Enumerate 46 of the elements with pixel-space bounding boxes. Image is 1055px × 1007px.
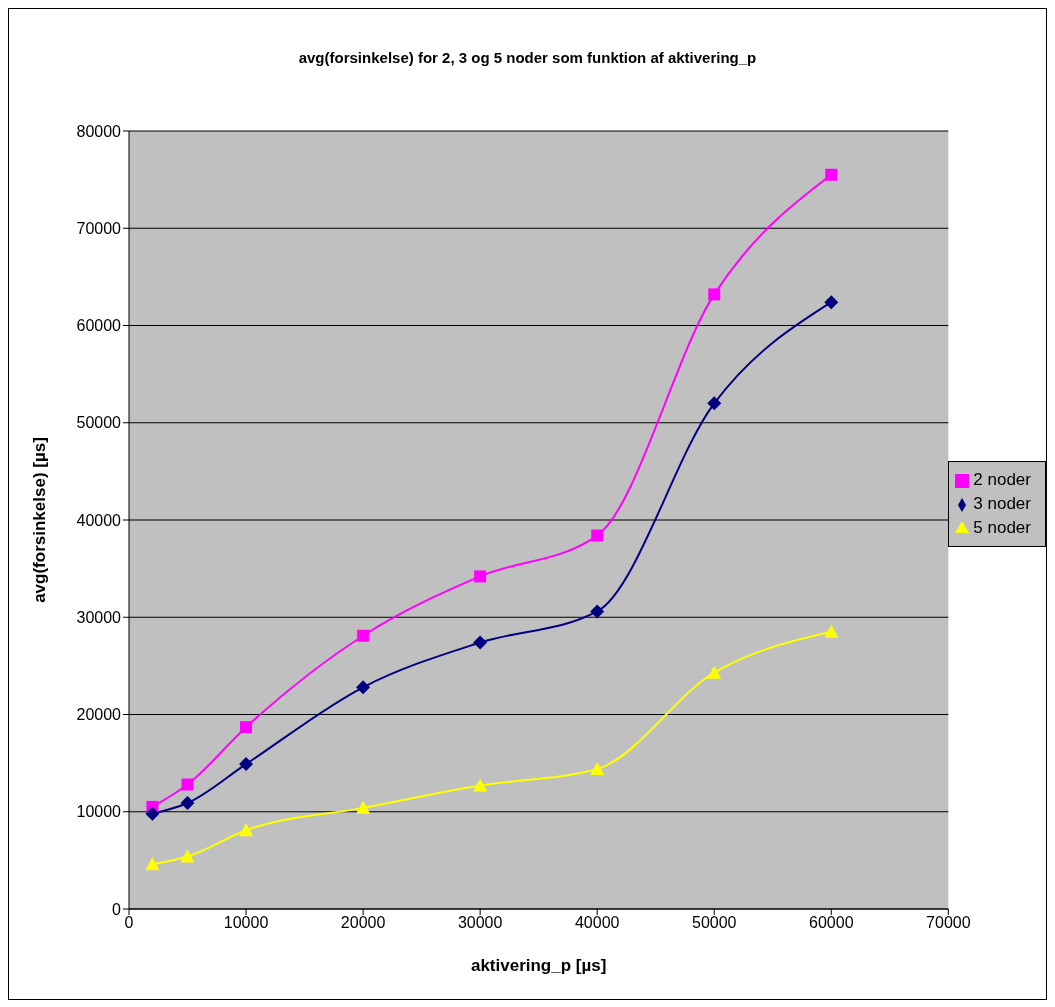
point	[707, 665, 722, 679]
chart-title: avg(forsinkelse) for 2, 3 og 5 noder som funktion af aktivering_p	[297, 49, 758, 66]
y-tick-label: 10000	[76, 803, 122, 821]
y-tick-label: 0	[112, 900, 122, 918]
point	[181, 778, 194, 791]
point	[707, 396, 722, 411]
point	[145, 806, 160, 821]
x-tick-label: 30000	[457, 914, 503, 932]
x-tick-label: 20000	[340, 914, 386, 932]
x-axis-title: aktivering_p [µs]	[470, 956, 607, 975]
x-tick-label: 10000	[223, 914, 269, 932]
y-axis-title: avg(forsinkelse) [µs]	[30, 437, 50, 603]
point	[145, 857, 160, 871]
point	[825, 168, 838, 181]
y-tick-label: 80000	[76, 122, 122, 140]
point	[824, 295, 839, 310]
point	[708, 288, 721, 301]
point	[590, 761, 605, 775]
point	[239, 823, 254, 837]
point	[474, 570, 487, 583]
point	[824, 624, 839, 638]
x-tick-label: 0	[124, 914, 134, 932]
y-tick-label: 20000	[76, 706, 122, 724]
point	[356, 800, 371, 814]
y-tick-label: 40000	[76, 511, 122, 529]
legend-label: 2 noder	[973, 470, 1031, 489]
point	[239, 757, 254, 772]
point	[180, 849, 195, 863]
legend-label: 5 noder	[973, 518, 1031, 537]
x-tick-label: 60000	[809, 914, 854, 932]
y-tick-label: 70000	[76, 219, 122, 237]
point	[590, 604, 605, 619]
y-tick-label: 30000	[76, 608, 122, 626]
point	[473, 778, 488, 792]
point	[591, 529, 604, 542]
point	[180, 796, 195, 810]
point	[357, 629, 370, 642]
y-tick-label: 60000	[76, 317, 122, 335]
x-tick-label: 70000	[926, 914, 971, 932]
x-tick-label: 50000	[691, 914, 737, 932]
x-tick-label: 40000	[574, 914, 620, 932]
legend-label: 3 noder	[973, 494, 1031, 513]
point	[473, 635, 488, 650]
point	[240, 721, 253, 734]
y-tick-label: 50000	[76, 414, 122, 432]
point	[356, 680, 371, 695]
